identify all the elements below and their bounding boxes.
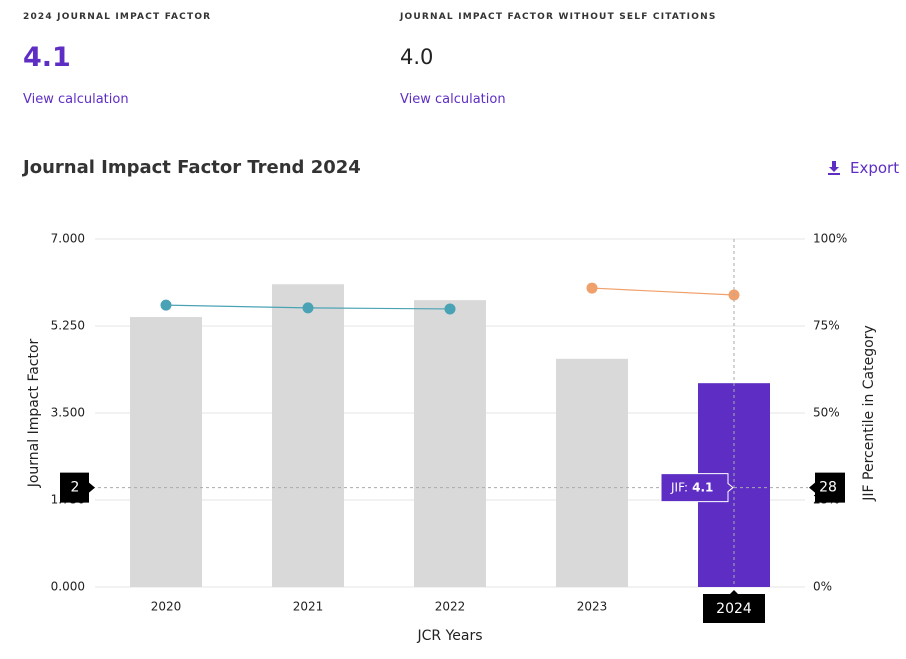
y-tick-label: 1.750	[51, 493, 85, 507]
x-tick-label: 2022	[435, 600, 466, 614]
chart-title: Journal Impact Factor Trend 2024	[23, 157, 361, 178]
view-calculation-link[interactable]: View calculation	[23, 92, 129, 107]
percentile-point	[728, 289, 740, 301]
percentile-line	[591, 287, 735, 296]
crosshair-x-label: 2024	[716, 601, 752, 617]
y2-tick-label: 75%	[813, 319, 840, 333]
percentile-point	[302, 302, 314, 314]
crosshair-x-box	[703, 590, 765, 623]
bar	[414, 300, 486, 587]
export-icon	[828, 161, 840, 175]
crosshair-y2-label: 28	[819, 480, 837, 496]
tooltip-value: 4.1	[692, 480, 713, 494]
metric-label: 2024 JOURNAL IMPACT FACTOR	[23, 12, 212, 22]
y-tick-label: 3.500	[51, 406, 85, 420]
y-tick-label: 7.000	[51, 232, 85, 246]
y-tick-label: 5.250	[51, 319, 85, 333]
y2-tick-label: 25%	[813, 493, 840, 507]
percentile-line	[165, 304, 451, 310]
bar	[556, 358, 628, 587]
crosshair-y-label: 2	[71, 480, 80, 496]
metric-value: 4.0	[400, 45, 434, 69]
crosshair-y-box	[60, 472, 95, 503]
metric-label: JOURNAL IMPACT FACTOR WITHOUT SELF CITAT…	[400, 12, 717, 22]
x-axis-title: JCR Years	[416, 628, 482, 644]
y2-tick-label: 100%	[813, 232, 847, 246]
tooltip-label: JIF:	[670, 480, 688, 494]
x-tick-label: 2021	[293, 600, 324, 614]
export-button[interactable]: Export	[828, 159, 899, 177]
view-calculation-link[interactable]: View calculation	[400, 92, 506, 107]
y2-tick-label: 50%	[813, 406, 840, 420]
percentile-point	[444, 303, 456, 315]
export-label: Export	[850, 159, 900, 177]
tooltip-box	[660, 473, 734, 503]
tooltip: JIF: 4.1	[670, 480, 713, 494]
y-tick-label: 0.000	[51, 580, 85, 594]
bar	[698, 383, 770, 587]
bar	[130, 317, 202, 587]
y2-axis-title: JIF Percentile in Category	[861, 325, 877, 501]
percentile-point	[160, 299, 172, 311]
percentile-point	[586, 282, 598, 294]
x-tick-label: 2020	[151, 600, 182, 614]
y-axis-title: Journal Impact Factor	[26, 338, 42, 488]
metric-value: 4.1	[23, 42, 71, 73]
x-tick-label: 2023	[577, 600, 608, 614]
bar	[272, 284, 344, 587]
crosshair-y2-box	[809, 472, 845, 503]
x-tick-label: 2024	[719, 600, 750, 614]
y2-tick-label: 0%	[813, 580, 832, 594]
